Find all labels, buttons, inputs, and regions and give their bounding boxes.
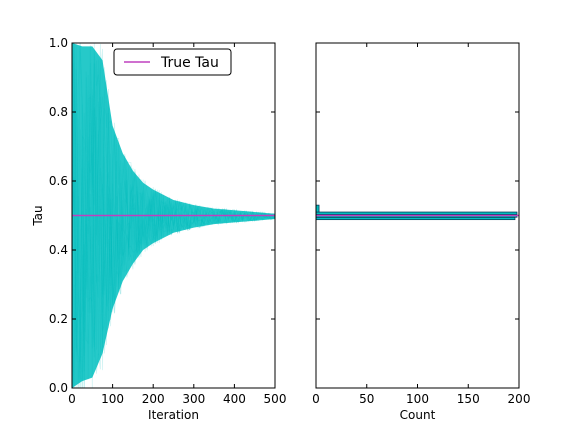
trace-y-axis-label: Tau: [31, 205, 45, 226]
trace-y-tick-label: 0.0: [49, 381, 68, 395]
trace-strand: [71, 71, 276, 372]
trace-strand: [71, 59, 276, 388]
histogram-x-tick-label: 100: [406, 392, 429, 406]
trace-strand: [71, 63, 276, 381]
trace-strand: [71, 42, 276, 389]
trace-y-ticks: 0.0 0.2 0.4 0.6 0.8 1.0: [49, 36, 275, 395]
trace-y-tick-label: 0.6: [49, 174, 68, 188]
histogram-x-tick-label: 50: [359, 392, 374, 406]
histogram-panel: 0 50 100 150 200 Count: [312, 42, 530, 422]
histogram-x-ticks: 0 50 100 150 200: [312, 43, 530, 406]
histogram-y-ticks: [316, 42, 519, 389]
histogram-x-tick-label: 0: [312, 392, 320, 406]
legend-box: [113, 48, 232, 76]
histogram-x-axis-label: Count: [400, 408, 436, 422]
trace-x-axis-label: Iteration: [148, 408, 199, 422]
trace-x-tick-label: 100: [101, 392, 124, 406]
trace-strand: [71, 42, 276, 389]
legend-label-true-tau: True Tau: [160, 55, 219, 71]
trace-strand: [71, 43, 276, 389]
trace-plot-frame: [71, 42, 276, 389]
trace-y-tick-label: 0.8: [49, 105, 68, 119]
trace-y-tick-label: 0.2: [49, 312, 68, 326]
legend: True Tau: [113, 48, 232, 76]
histogram-bar: [315, 211, 518, 215]
trace-strand: [71, 63, 276, 389]
trace-x-tick-label: 300: [182, 392, 205, 406]
histogram-x-tick-label: 150: [457, 392, 480, 406]
trace-x-tick-label: 400: [223, 392, 246, 406]
trace-panel: 0 100 200 300 400 500 0.0 0.2 0.4 0.6 0.8 1.0 Iter…: [31, 36, 286, 422]
trace-x-tick-label: 500: [264, 392, 287, 406]
trace-x-tick-label: 0: [68, 392, 76, 406]
trace-x-ticks: 0 100 200 300 400 500: [68, 43, 286, 406]
trace-x-tick-label: 200: [142, 392, 165, 406]
trace-y-tick-label: 1.0: [49, 36, 68, 50]
trace-strand: [71, 67, 275, 389]
trace-strand: [71, 42, 276, 389]
histogram-x-tick-label: 200: [508, 392, 531, 406]
trace-y-tick-label: 0.4: [49, 243, 68, 257]
tau-histogram-bars: [315, 204, 518, 221]
trace-strand: [71, 53, 276, 389]
